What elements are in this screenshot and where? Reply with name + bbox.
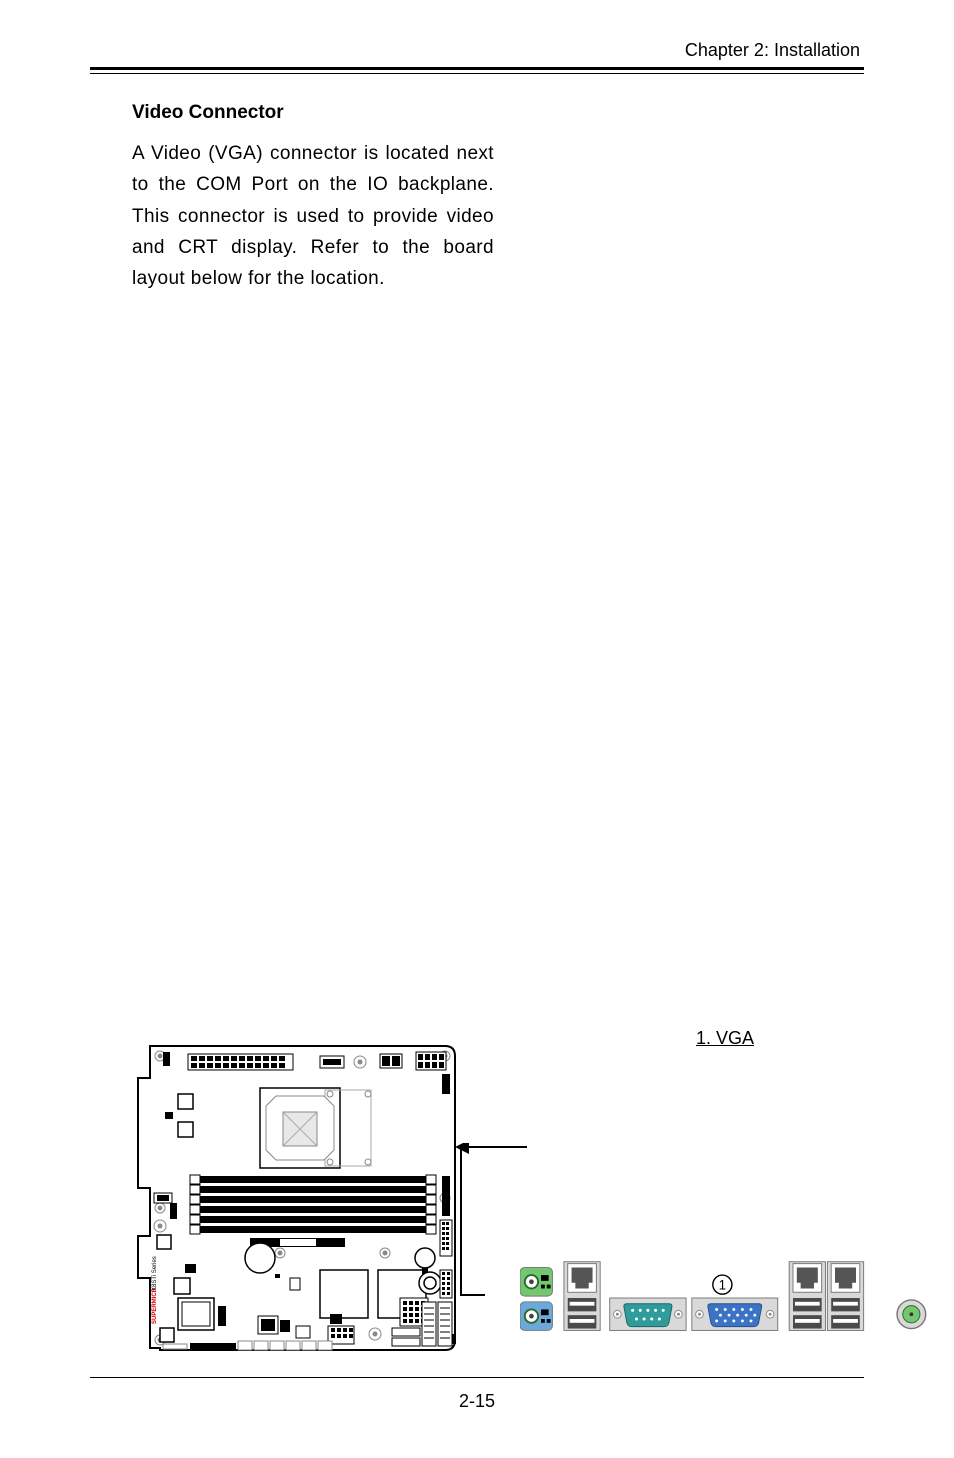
legend-vga: 1. VGA [696,1028,754,1049]
audio-jack-green-icon [520,1267,552,1296]
rule-thin [90,73,864,74]
svg-text:SUPERMICR: SUPERMICR [152,1287,158,1324]
vga-port-icon [692,1298,778,1330]
io-backpanel-diagram: 1 [520,1258,940,1338]
page-number: 2-15 [0,1391,954,1412]
lan-usb-stack-2-icon [789,1262,825,1331]
motherboard-diagram: SUPERMICR X8STi Series [130,1038,465,1358]
section-heading: Video Connector [132,102,822,124]
lan-usb-stack-icon [564,1262,600,1331]
section-paragraph: A Video (VGA) connector is located next … [132,138,494,295]
ps2-port-icon [897,1300,926,1329]
audio-jack-blue-icon [520,1302,552,1331]
vga-callout-marker: 1 [713,1275,732,1294]
chapter-label: Chapter 2: Installation [90,40,864,61]
figure-row: 1. VGA [90,1028,864,1378]
com-port-icon [610,1298,686,1330]
vga-callout-number: 1 [719,1277,726,1292]
svg-text:X8STi Series: X8STi Series [152,1256,158,1291]
rule-thick [90,67,864,70]
lan-usb-stack-3-icon [827,1262,863,1331]
